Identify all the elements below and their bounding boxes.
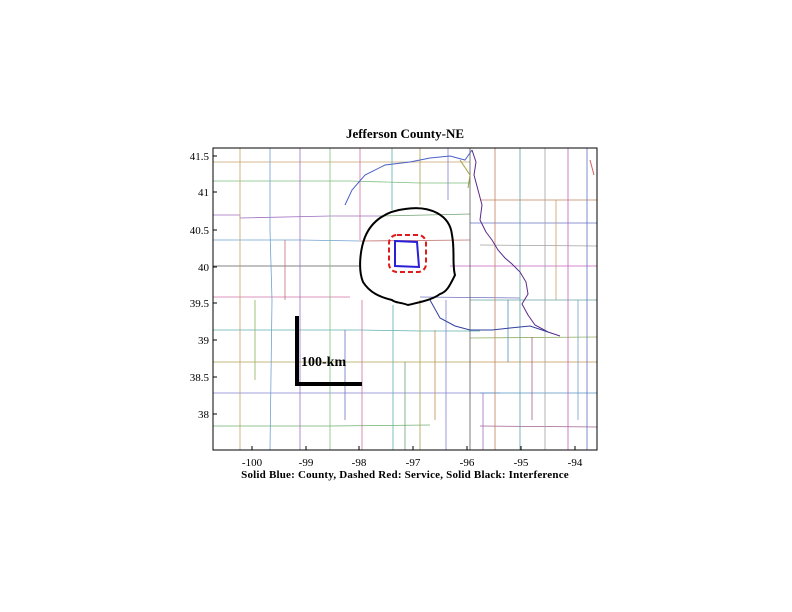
y-tick-label: 40.5 (190, 225, 210, 237)
x-tick-label: -99 (299, 457, 314, 469)
scale-bar: 100-km (295, 316, 362, 386)
rivers (344, 149, 595, 337)
county-boundaries (213, 148, 597, 450)
y-tick-label: 40 (198, 262, 210, 274)
y-axis (213, 155, 217, 415)
y-tick-label: 39 (198, 335, 210, 347)
x-tick-label: -95 (514, 457, 529, 469)
y-tick-label: 38 (198, 409, 210, 421)
scale-bar-label: 100-km (301, 355, 346, 370)
map-caption: Solid Blue: County, Dashed Red: Service,… (241, 469, 569, 481)
service-area (388, 234, 427, 273)
x-tick-label: -100 (242, 457, 263, 469)
y-tick-label: 41 (198, 187, 209, 199)
y-tick-label: 38.5 (190, 372, 210, 384)
x-axis (251, 446, 576, 450)
plot-frame (212, 147, 598, 451)
x-tick-label: -98 (352, 457, 367, 469)
y-tick-label: 39.5 (190, 298, 210, 310)
x-tick-label: -96 (460, 457, 475, 469)
map-title: Jefferson County-NE (345, 126, 465, 141)
county-outline (394, 239, 421, 269)
x-tick-label: -97 (406, 457, 421, 469)
interference-contour (359, 207, 457, 307)
x-tick-label: -94 (568, 457, 583, 469)
y-tick-label: 41.5 (190, 151, 210, 163)
